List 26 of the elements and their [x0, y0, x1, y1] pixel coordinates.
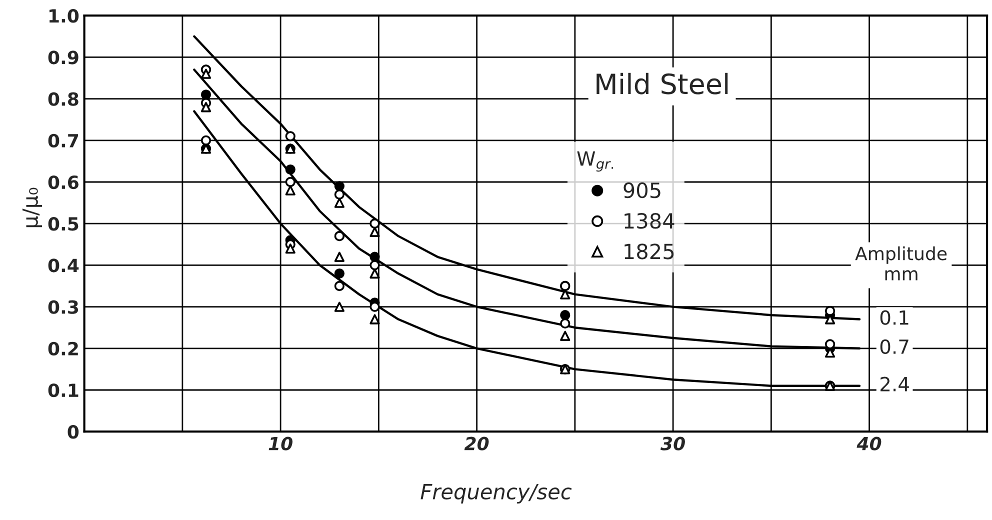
y-tick-label: 1.0 — [50, 9, 79, 23]
legend-label: 1384 — [624, 212, 674, 229]
y-tick-label: 0.1 — [48, 383, 78, 398]
y-axis-title: μ/μ₀ — [22, 188, 42, 228]
y-tick-label: 0 — [68, 425, 79, 439]
y-tick-label: 0.6 — [48, 175, 78, 190]
legend-label: 1825 — [624, 244, 674, 260]
x-tick-label: 30 — [660, 436, 685, 450]
series-label: 2.4 — [880, 376, 909, 392]
y-tick-label: 0.9 — [48, 50, 78, 64]
legend-label: 905 — [624, 182, 660, 198]
x-tick-label: 10 — [268, 436, 292, 450]
y-tick-label: 0.8 — [48, 92, 78, 106]
y-tick-label: 0.7 — [48, 134, 78, 148]
legend-title: W$_{gr.}$ — [577, 151, 614, 172]
x-tick-label: 40 — [856, 436, 882, 450]
series-label: 0.1 — [880, 310, 908, 325]
y-tick-label: 0.5 — [48, 217, 78, 231]
annotation: Amplitude mm — [855, 246, 947, 280]
y-tick-label: 0.4 — [48, 258, 79, 272]
y-tick-label: 0.3 — [48, 300, 78, 314]
x-axis-title: Frequency/sec — [420, 484, 572, 504]
text: Mild Steel — [596, 72, 728, 94]
x-tick-label: 20 — [464, 436, 489, 450]
y-tick-label: 0.2 — [48, 342, 78, 356]
series-label: 0.7 — [880, 339, 908, 354]
